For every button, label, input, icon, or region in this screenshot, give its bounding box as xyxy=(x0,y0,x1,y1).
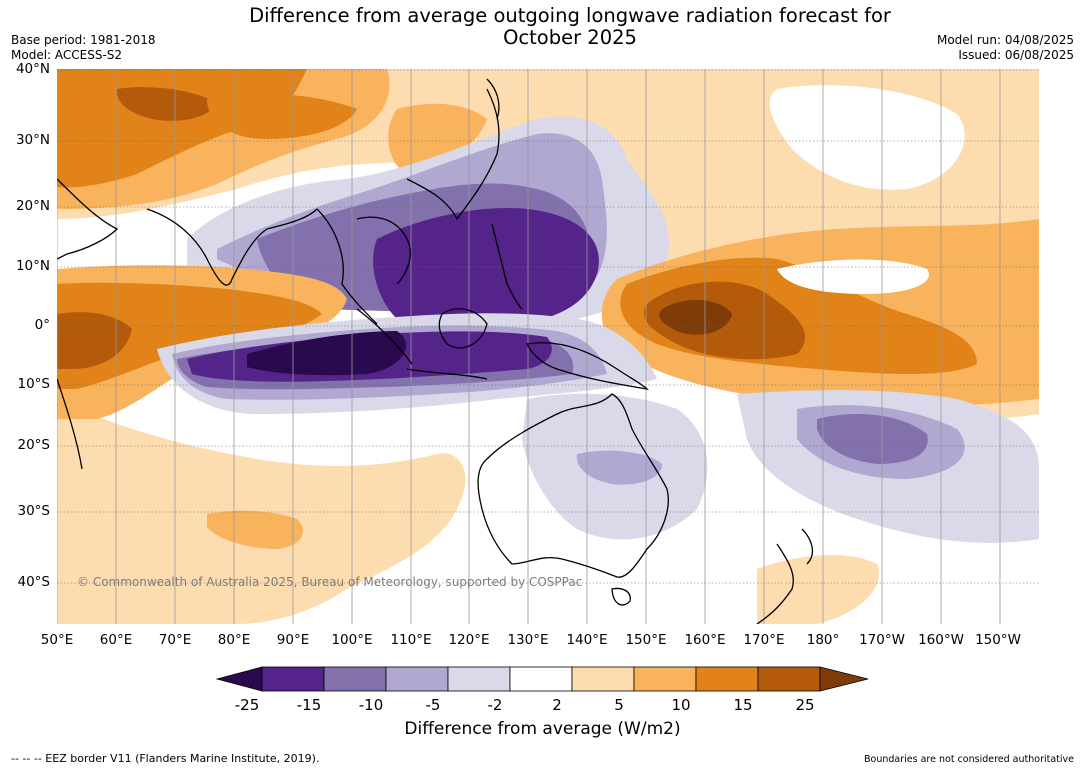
lon-label-120e: 120°E xyxy=(448,632,490,648)
boundaries-note: Boundaries are not considered authoritat… xyxy=(864,754,1074,765)
lat-label-40s: 40°S xyxy=(17,574,51,590)
anomaly-region-mc-negative-5 xyxy=(247,331,406,376)
colorbar-extend-high xyxy=(819,666,869,692)
lat-label-30s: 30°S xyxy=(17,503,51,519)
lat-label-20s: 20°S xyxy=(17,437,51,453)
anomaly-region-wp-negative-4 xyxy=(373,208,599,324)
lon-label-110e: 110°E xyxy=(390,632,432,648)
colorbar-tick: -2 xyxy=(487,696,503,714)
lon-label-150w: 150°W xyxy=(975,632,1021,648)
anomaly-region-cp-white-gap xyxy=(777,259,929,294)
coast-china xyxy=(406,88,500,221)
colorbar-segment xyxy=(385,666,449,692)
meta-left: Base period: 1981-2018 Model: ACCESS-S2 xyxy=(11,33,156,63)
anomaly-region-nz-positive xyxy=(757,554,879,624)
lon-label-60e: 60°E xyxy=(99,632,133,648)
colorbar-tick: -15 xyxy=(296,696,322,714)
coast-japan xyxy=(486,78,500,120)
colorbar-segment xyxy=(447,666,511,692)
anomaly-region-sp-negative-3 xyxy=(817,414,928,464)
coast-borneo xyxy=(438,308,488,349)
colorbar-tick: -10 xyxy=(358,696,384,714)
colorbar-segment xyxy=(571,666,635,692)
model-run: Model run: 04/08/2025 xyxy=(936,33,1074,47)
colorbar-tick: 15 xyxy=(733,696,753,714)
anomaly-region-n-white-gap xyxy=(769,85,965,190)
parallel-lines xyxy=(57,69,1039,584)
colorbar-tick: 2 xyxy=(552,696,562,714)
colorbar-tick: -5 xyxy=(425,696,441,714)
lat-label-eq: 0° xyxy=(34,317,50,333)
anomaly-region-sio-5-10 xyxy=(207,510,303,549)
lon-label-140e: 140°E xyxy=(566,632,608,648)
coast-tasmania xyxy=(611,587,631,606)
colorbar-extend-low xyxy=(216,666,263,692)
copyright-notice: © Commonwealth of Australia 2025, Bureau… xyxy=(77,575,583,589)
coast-java xyxy=(406,368,488,380)
lon-label-90e: 90°E xyxy=(276,632,310,648)
colorbar-segment xyxy=(261,666,325,692)
anomaly-region-io-10-15 xyxy=(57,282,322,389)
coast-africa xyxy=(57,378,83,470)
lon-label-170e: 170°E xyxy=(743,632,785,648)
meta-right: Model run: 04/08/2025 Issued: 06/08/2025 xyxy=(937,33,1074,63)
coast-arabia xyxy=(57,178,119,260)
lon-label-150e: 150°E xyxy=(625,632,667,648)
anomaly-region-china-5-10 xyxy=(388,103,487,174)
coast-sumatra xyxy=(356,308,413,365)
colorbar-segment xyxy=(695,666,759,692)
colorbar-tick: 25 xyxy=(795,696,815,714)
lat-label-20n: 20°N xyxy=(15,198,50,214)
lon-label-160w: 160°W xyxy=(918,632,964,648)
title-line-2: October 2025 xyxy=(503,26,637,49)
coast-australia xyxy=(477,393,669,578)
lon-label-50e: 50°E xyxy=(40,632,74,648)
map-panel xyxy=(57,69,1039,624)
lon-label-130e: 130°E xyxy=(507,632,549,648)
colorbar-tick: 10 xyxy=(671,696,691,714)
colorbar xyxy=(216,666,869,692)
coastlines xyxy=(57,78,814,624)
coast-india xyxy=(146,208,318,286)
coast-new-guinea xyxy=(526,342,649,390)
colorbar-tick: -25 xyxy=(234,696,260,714)
anomaly-region-au-negative-2 xyxy=(576,450,662,485)
colorbar-segment xyxy=(757,666,821,692)
issued-date: Issued: 06/08/2025 xyxy=(958,48,1074,62)
lat-label-10n: 10°N xyxy=(15,258,50,274)
lon-label-100e: 100°E xyxy=(331,632,373,648)
base-period: Base period: 1981-2018 xyxy=(11,33,156,47)
colorbar-segment xyxy=(509,666,573,692)
lon-label-170w: 170°W xyxy=(859,632,905,648)
anomaly-region-tibet-10-15 xyxy=(207,93,357,139)
coast-new-zealand xyxy=(756,528,814,624)
lat-label-40n: 40°N xyxy=(15,61,50,77)
chart-title: Difference from average outgoing longwav… xyxy=(200,5,940,49)
lon-label-70e: 70°E xyxy=(158,632,192,648)
lat-label-10s: 10°S xyxy=(17,376,51,392)
lon-label-80e: 80°E xyxy=(217,632,251,648)
colorbar-segment xyxy=(633,666,697,692)
meridian-lines xyxy=(57,69,1001,624)
colorbar-segment xyxy=(323,666,387,692)
lon-label-180: 180° xyxy=(806,632,840,648)
colorbar-label: Difference from average (W/m2) xyxy=(404,719,681,739)
coast-philippines xyxy=(491,223,523,310)
anomaly-region-asia-15-25 xyxy=(116,87,217,121)
coast-se-asia xyxy=(316,208,412,325)
lon-label-160e: 160°E xyxy=(684,632,726,648)
title-line-1: Difference from average outgoing longwav… xyxy=(249,4,891,27)
anomaly-region-io-15-25 xyxy=(57,312,132,369)
olr-anomaly-map xyxy=(57,69,1039,624)
eez-border-note: -- -- -- EEZ border V11 (Flanders Marine… xyxy=(11,752,320,765)
lat-label-30n: 30°N xyxy=(15,132,50,148)
colorbar-tick: 5 xyxy=(614,696,624,714)
model-name: Model: ACCESS-S2 xyxy=(11,48,123,62)
